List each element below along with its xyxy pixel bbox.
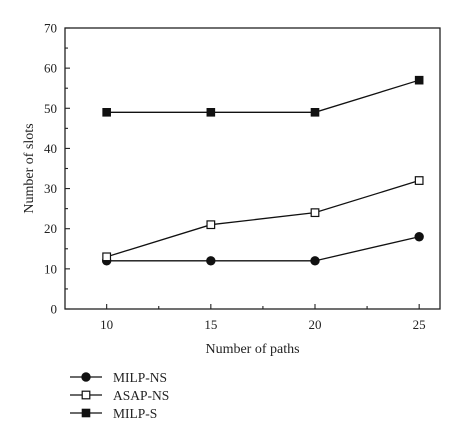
y-axis-title: Number of slots xyxy=(22,123,37,213)
data-point-milp-ns xyxy=(206,256,216,266)
y-tick-label: 30 xyxy=(44,181,57,196)
y-tick-label: 20 xyxy=(44,221,57,236)
x-tick-label: 25 xyxy=(413,317,426,332)
legend-label: MILP-S xyxy=(113,406,157,421)
series-layer xyxy=(101,75,424,266)
x-axis-ticks: 10 15 20 25 xyxy=(100,304,426,332)
series-asap-ns xyxy=(102,176,424,262)
data-point-milp-s xyxy=(310,108,320,117)
data-point-milp-s xyxy=(206,108,216,117)
x-tick-label: 10 xyxy=(100,317,113,332)
data-point-asap-ns xyxy=(310,208,320,218)
x-axis-title: Number of paths xyxy=(205,342,299,357)
data-point-asap-ns xyxy=(102,252,112,262)
data-point-milp-s xyxy=(414,75,424,85)
data-point-asap-ns xyxy=(206,220,216,230)
legend-marker xyxy=(81,408,91,418)
legend-item-milp-ns: MILP-NS xyxy=(70,370,167,385)
data-point-milp-s xyxy=(102,108,111,117)
series-milp-ns xyxy=(101,232,424,266)
y-tick-label: 50 xyxy=(44,101,57,116)
plot-border xyxy=(64,27,441,310)
series-line-milp-ns xyxy=(106,236,420,262)
data-point-asap-ns xyxy=(414,176,424,185)
x-tick-label: 15 xyxy=(204,317,217,332)
legend-marker xyxy=(81,372,91,382)
series-line-asap-ns xyxy=(106,179,420,258)
legend-label: MILP-NS xyxy=(113,370,167,385)
data-point-milp-ns xyxy=(310,256,320,266)
y-tick-label: 60 xyxy=(44,61,57,76)
x-tick-label: 20 xyxy=(309,317,322,332)
legend-label: ASAP-NS xyxy=(113,388,169,403)
plot-frame xyxy=(64,27,441,310)
legend: MILP-NS ASAP-NS MILP-S xyxy=(70,370,169,421)
y-axis-ticks: 0 10 20 30 40 50 60 70 xyxy=(44,21,70,317)
data-point-milp-ns xyxy=(414,232,424,242)
y-tick-label: 40 xyxy=(44,141,57,156)
series-line-milp-s xyxy=(106,79,420,113)
legend-item-asap-ns: ASAP-NS xyxy=(70,388,169,403)
legend-marker xyxy=(81,390,91,400)
series-milp-s xyxy=(102,75,424,117)
y-tick-label: 10 xyxy=(44,261,57,276)
y-tick-label: 70 xyxy=(44,21,57,36)
legend-item-milp-s: MILP-S xyxy=(70,406,157,421)
y-tick-label: 0 xyxy=(51,302,58,317)
